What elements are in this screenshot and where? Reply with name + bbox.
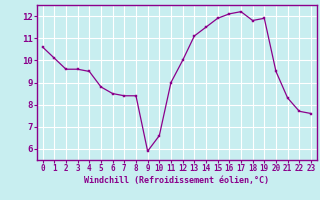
- X-axis label: Windchill (Refroidissement éolien,°C): Windchill (Refroidissement éolien,°C): [84, 176, 269, 185]
